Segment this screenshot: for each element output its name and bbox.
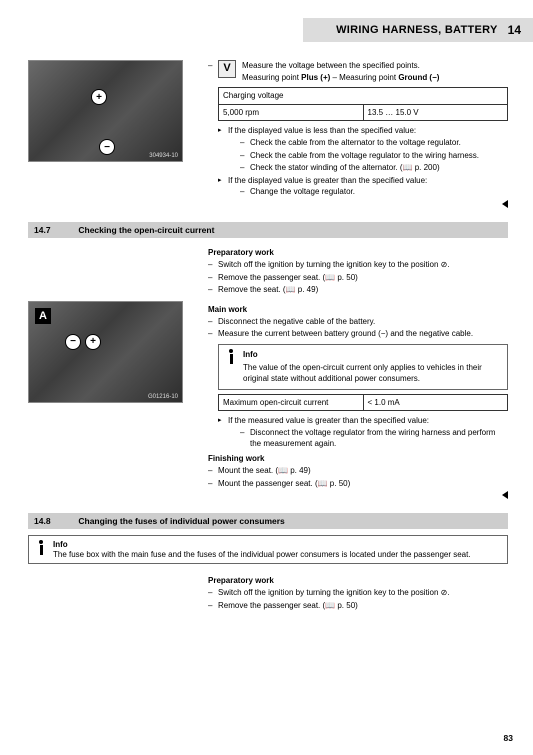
prep-item: Switch off the ignition by turning the i… xyxy=(208,259,508,271)
block-147-prep: Preparatory work Switch off the ignition… xyxy=(28,244,508,297)
page-header: WIRING HARNESS, BATTERY 14 xyxy=(303,18,533,42)
continuation-arrow-icon xyxy=(502,491,508,499)
v-text2: Measuring point Plus (+) – Measuring poi… xyxy=(242,72,439,84)
continuation-arrow-icon xyxy=(502,200,508,208)
table-title: Charging voltage xyxy=(219,88,507,105)
main-item: Measure the current between battery grou… xyxy=(208,328,508,450)
cond2-item: Change the voltage regulator. xyxy=(228,186,508,198)
section-title: Checking the open-circuit current xyxy=(78,225,214,235)
charging-voltage-table: Charging voltage 5,000 rpm 13.5 … 15.0 V xyxy=(218,87,508,121)
info-title: Info xyxy=(53,540,471,549)
table-rpm: 5,000 rpm xyxy=(219,105,363,121)
section-num: 14.7 xyxy=(34,225,76,235)
page-content: + − 304934-10 V Measure the voltage betw… xyxy=(28,60,508,612)
info-icon xyxy=(35,540,47,555)
block-charging-voltage: + − 304934-10 V Measure the voltage betw… xyxy=(28,60,508,208)
cond-less-than: If the displayed value is less than the … xyxy=(218,125,508,173)
main-work-title: Main work xyxy=(208,305,508,314)
v-text1: Measure the voltage between the specifie… xyxy=(242,60,439,72)
marker-minus: − xyxy=(99,139,115,155)
prep-item: Remove the passenger seat. (📖 p. 50) xyxy=(208,600,508,612)
prep-item: Switch off the ignition by turning the i… xyxy=(208,587,508,599)
prep-item: Remove the seat. (📖 p. 49) xyxy=(208,284,508,296)
table-voltage: 13.5 … 15.0 V xyxy=(363,105,508,121)
voltage-icon: V xyxy=(218,60,236,78)
section-num: 14.8 xyxy=(34,516,76,526)
section-heading-147: 14.7 Checking the open-circuit current xyxy=(28,222,508,238)
table-label: Maximum open-circuit current xyxy=(219,395,363,411)
info-text: The fuse box with the main fuse and the … xyxy=(53,550,471,559)
block-147-main: A − + G01216-10 Main work Disconnect the… xyxy=(28,301,508,500)
main-item: Disconnect the negative cable of the bat… xyxy=(208,316,508,328)
cond1-item: Check the cable from the voltage regulat… xyxy=(228,150,508,162)
marker-plus: + xyxy=(91,89,107,105)
section-heading-148: 14.8 Changing the fuses of individual po… xyxy=(28,513,508,529)
figure-caption: 304934-10 xyxy=(149,153,178,159)
info-box: Info The value of the open-circuit curre… xyxy=(218,344,508,390)
marker-plus: + xyxy=(85,334,101,350)
figure-battery-terminals: + − 304934-10 xyxy=(28,60,183,162)
info-title: Info xyxy=(243,349,501,361)
prep-work-title: Preparatory work xyxy=(208,576,508,585)
finish-item: Mount the seat. (📖 p. 49) xyxy=(208,465,508,477)
cond1-item: Check the cable from the alternator to t… xyxy=(228,137,508,149)
cond-greater: If the measured value is greater than th… xyxy=(218,415,508,450)
step-measure-voltage: V Measure the voltage between the specif… xyxy=(208,60,508,198)
info-icon xyxy=(225,349,237,364)
figure-open-circuit: A − + G01216-10 xyxy=(28,301,183,403)
table-value: < 1.0 mA xyxy=(363,395,508,411)
prep-work-title: Preparatory work xyxy=(208,248,508,257)
cond1-item: Check the stator winding of the alternat… xyxy=(228,162,508,174)
prep-item: Remove the passenger seat. (📖 p. 50) xyxy=(208,272,508,284)
section-title: Changing the fuses of individual power c… xyxy=(78,516,284,526)
cond-greater-than: If the displayed value is greater than t… xyxy=(218,175,508,198)
finish-work-title: Finishing work xyxy=(208,454,508,463)
open-circuit-table: Maximum open-circuit current < 1.0 mA xyxy=(218,394,508,412)
cond-item: Disconnect the voltage regulator from th… xyxy=(228,427,508,450)
header-chapter: 14 xyxy=(508,23,521,37)
figure-caption: G01216-10 xyxy=(148,394,178,400)
block-148-prep: Preparatory work Switch off the ignition… xyxy=(28,572,508,612)
marker-minus: − xyxy=(65,334,81,350)
info-box-148: Info The fuse box with the main fuse and… xyxy=(28,535,508,564)
page-number: 83 xyxy=(504,733,513,743)
header-title: WIRING HARNESS, BATTERY xyxy=(336,24,498,36)
marker-a: A xyxy=(35,308,51,324)
finish-item: Mount the passenger seat. (📖 p. 50) xyxy=(208,478,508,490)
info-text: The value of the open-circuit current on… xyxy=(243,362,501,385)
